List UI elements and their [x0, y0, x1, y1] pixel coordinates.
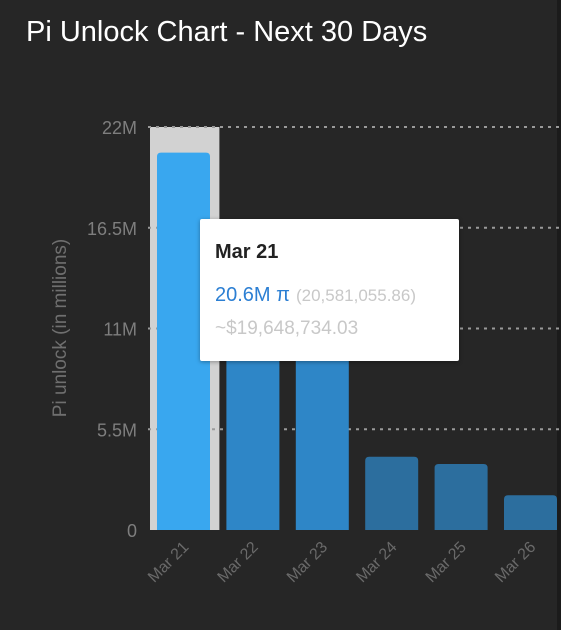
- y-tick-label: 5.5M: [97, 420, 137, 440]
- tooltip-exact-value: (20,581,055.86): [295, 286, 416, 305]
- tooltip-usd-value: ~$19,648,734.03: [215, 318, 359, 339]
- bar: [504, 495, 557, 530]
- x-tick-label: Mar 25: [423, 539, 470, 586]
- bar: [226, 341, 280, 530]
- x-tick-label: Mar 21: [145, 539, 192, 586]
- bar: [434, 464, 488, 530]
- tooltip-date: Mar 21: [215, 241, 279, 263]
- x-tick-label: Mar 23: [284, 539, 331, 586]
- card-edge: [557, 0, 561, 630]
- x-tick-label: Mar 24: [353, 539, 400, 586]
- bar: [157, 152, 210, 531]
- y-tick-label: 22M: [102, 118, 137, 138]
- y-axis-label: Pi unlock (in millions): [50, 239, 71, 417]
- x-tick-label: Mar 22: [214, 539, 261, 586]
- bar: [295, 341, 349, 530]
- bar: [365, 456, 419, 530]
- chart-tooltip: Mar 21 20.6M π (20,581,055.86) ~$19,648,7…: [200, 219, 459, 361]
- tooltip-pi-value: 20.6M π: [215, 284, 290, 306]
- y-tick-label: 0: [127, 521, 137, 541]
- x-tick-label: Mar 26: [492, 539, 539, 586]
- chart-title: Pi Unlock Chart - Next 30 Days: [26, 16, 428, 48]
- y-tick-label: 11M: [103, 320, 137, 340]
- y-tick-label: 16.5M: [87, 219, 137, 239]
- tooltip-pi-line: 20.6M π (20,581,055.86): [215, 284, 416, 307]
